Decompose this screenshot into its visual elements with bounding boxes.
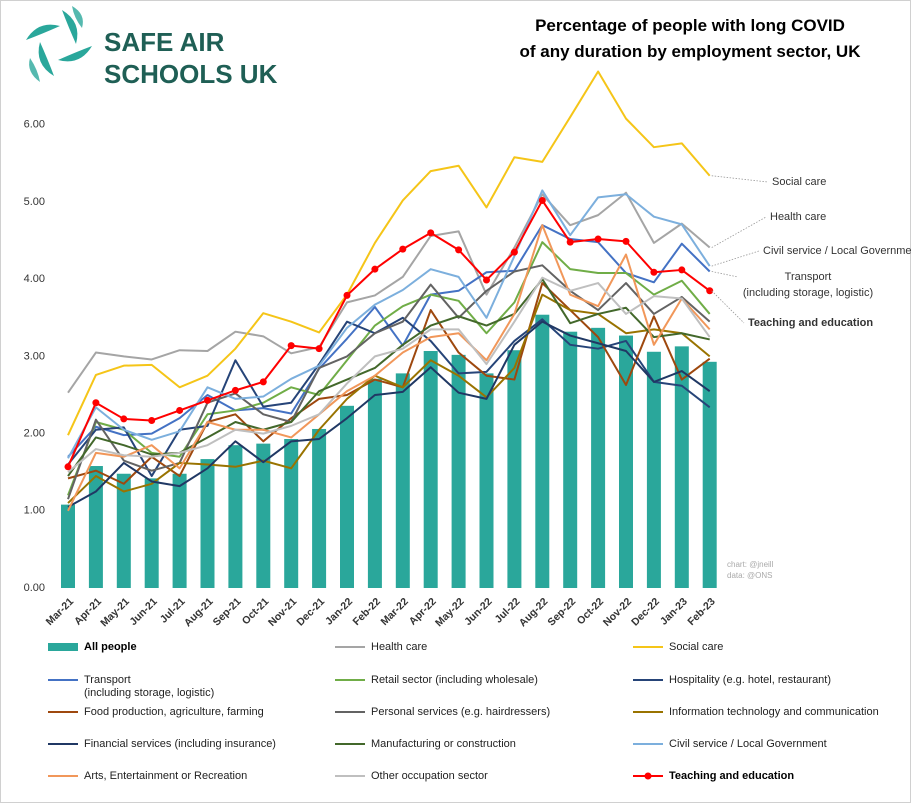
marker — [399, 245, 407, 253]
credit: data: @ONS — [727, 571, 772, 580]
y-tick-label: 2.00 — [24, 428, 45, 440]
marker — [427, 229, 435, 237]
line — [67, 199, 711, 468]
bar — [367, 378, 382, 588]
y-tick-label: 4.00 — [24, 273, 45, 285]
bar — [646, 351, 661, 588]
bar — [228, 445, 243, 588]
marker — [566, 238, 574, 246]
marker — [148, 416, 156, 424]
marker — [287, 342, 295, 350]
marker — [343, 291, 351, 299]
marker — [678, 266, 686, 274]
y-tick-label: 5.00 — [24, 196, 45, 208]
annotation: Teaching and education — [748, 317, 873, 329]
legend-swatch — [48, 643, 78, 651]
annotation: Civil service / Local Government — [763, 245, 911, 257]
legend-label: Arts, Entertainment or Recreation — [84, 770, 247, 782]
line — [67, 293, 711, 504]
marker — [64, 463, 72, 471]
y-tick-label: 1.00 — [24, 505, 45, 517]
bar — [200, 459, 215, 588]
bar — [591, 327, 606, 588]
legend-label: Health care — [371, 641, 427, 653]
legend-label: Financial services (including insurance) — [84, 738, 276, 750]
annotation: Social care — [772, 176, 826, 188]
bar — [144, 478, 159, 588]
bar — [702, 361, 717, 588]
bar — [451, 354, 466, 588]
legend-label: Transport (including storage, logistic) — [84, 674, 214, 699]
annotation: Transport (including storage, logistic) — [743, 271, 873, 299]
bar — [674, 346, 689, 588]
bar — [172, 473, 187, 588]
bar — [535, 314, 550, 588]
line — [67, 316, 711, 478]
line — [67, 241, 711, 496]
marker — [371, 265, 379, 273]
line — [67, 189, 711, 459]
marker — [455, 246, 463, 254]
marker — [120, 415, 128, 423]
bar — [507, 350, 522, 588]
legend-label: Information technology and communication — [669, 706, 879, 718]
marker — [315, 345, 323, 353]
y-tick-label: 6.00 — [24, 119, 45, 131]
legend-label: Social care — [669, 641, 723, 653]
legend-label: All people — [84, 641, 137, 653]
marker — [92, 399, 100, 407]
y-tick-label: 3.00 — [24, 350, 45, 362]
marker — [510, 248, 518, 256]
marker — [538, 196, 546, 204]
line — [67, 191, 711, 394]
bar — [256, 443, 271, 588]
annotation: Health care — [770, 211, 826, 223]
legend-label: Civil service / Local Government — [669, 738, 827, 750]
annotation-connector — [711, 175, 769, 183]
bar — [116, 473, 131, 588]
bar — [340, 405, 354, 588]
marker — [204, 396, 211, 404]
logo-text: SAFE AIR — [104, 27, 225, 57]
legend-label: Hospitality (e.g. hotel, restaurant) — [669, 674, 831, 686]
bar — [312, 428, 327, 588]
bar — [563, 331, 578, 588]
line — [67, 224, 711, 512]
marker — [259, 378, 267, 386]
marker — [594, 235, 602, 243]
legend-label: Food production, agriculture, farming — [84, 706, 264, 718]
bar — [61, 504, 75, 588]
marker — [650, 268, 658, 276]
annotation-connector — [711, 271, 739, 278]
bar — [88, 466, 103, 588]
line — [67, 70, 711, 436]
bar — [479, 373, 494, 588]
annotation-connector — [711, 250, 760, 267]
legend-swatch — [644, 772, 652, 780]
logo-icon — [26, 6, 92, 82]
bar — [423, 350, 438, 588]
bar — [395, 373, 410, 588]
logo-text: SCHOOLS UK — [104, 59, 278, 89]
marker — [231, 386, 239, 394]
marker — [483, 276, 490, 284]
line — [67, 276, 711, 473]
legend-label: Personal services (e.g. hairdressers) — [371, 706, 550, 718]
line — [67, 320, 711, 508]
bar — [284, 439, 299, 588]
marker — [706, 287, 714, 295]
annotation-connector — [711, 216, 767, 248]
legend-label: Retail sector (including wholesale) — [371, 674, 538, 686]
legend-label: Other occupation sector — [371, 770, 488, 782]
legend-label: Manufacturing or construction — [371, 738, 516, 750]
chart-title: Percentage of people with long COVID of a… — [519, 16, 861, 61]
bar — [619, 335, 633, 588]
y-tick-label: 0.00 — [24, 582, 45, 594]
legend-label: Teaching and education — [669, 770, 794, 782]
credit: chart: @jneill — [727, 560, 774, 569]
marker — [176, 406, 184, 414]
marker — [622, 237, 630, 245]
